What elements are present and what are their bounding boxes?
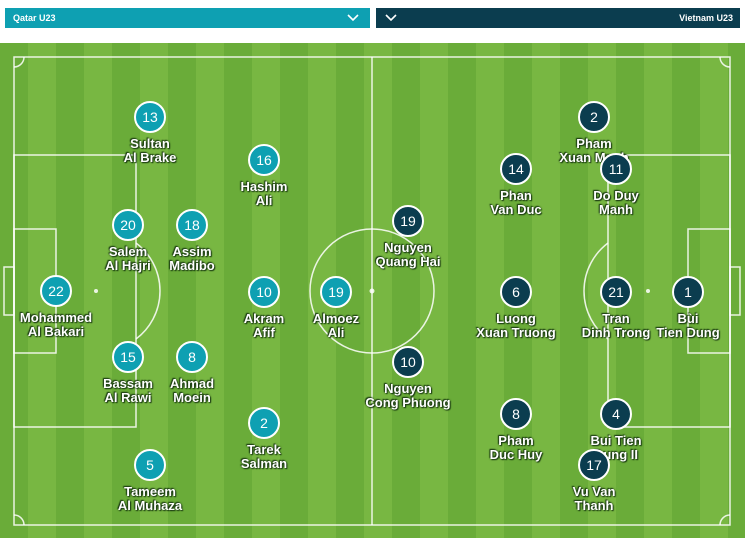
player-name: Mohammed Al Bakari	[19, 310, 93, 339]
player-number-badge: 20	[112, 209, 144, 241]
away-player[interactable]: 10 Nguyen Cong Phuong	[328, 346, 488, 410]
football-pitch: 13 Sultan Al Brake 16 Hashim Ali 20 Salem A…	[0, 43, 745, 538]
player-name: Ahmad Moein	[169, 376, 215, 405]
home-team-select[interactable]: Qatar U23	[5, 8, 370, 28]
player-number-badge: 18	[176, 209, 208, 241]
player-number-badge: 2	[578, 101, 610, 133]
player-name: Hashim Ali	[240, 179, 288, 208]
away-player[interactable]: 14 Phan Van Duc	[436, 153, 596, 217]
home-player[interactable]: 15 Bassam Al Rawi	[48, 341, 208, 405]
player-number-badge: 22	[40, 275, 72, 307]
player-number-badge: 8	[176, 341, 208, 373]
player-name: Sultan Al Brake	[123, 136, 177, 165]
player-number-badge: 5	[134, 449, 166, 481]
player-number-badge: 11	[600, 153, 632, 185]
player-number-badge: 1	[672, 276, 704, 308]
player-name: Nguyen Cong Phuong	[365, 381, 451, 410]
away-player[interactable]: 4 Bui Tien Dung II	[536, 398, 696, 462]
player-number-badge: 19	[392, 205, 424, 237]
home-player[interactable]: 5 Tameem Al Muhaza	[70, 449, 230, 513]
away-player[interactable]: 2 Pham Xuan Manh	[514, 101, 674, 165]
player-name: Nguyen Quang Hai	[375, 240, 441, 269]
home-player[interactable]: 2 Tarek Salman	[184, 407, 344, 471]
away-player[interactable]: 1 Bùi Tien Dung	[608, 276, 745, 340]
home-team-label: Qatar U23	[13, 13, 56, 23]
away-player[interactable]: 17 Vu Van Thanh	[514, 449, 674, 513]
away-player[interactable]: 11 Do Duy Manh	[536, 153, 696, 217]
player-name: Tran Dinh Trong	[581, 311, 651, 340]
player-name: Bassam Al Rawi	[103, 376, 153, 405]
player-name: Akram Afif	[243, 311, 285, 340]
player-number-badge: 10	[248, 276, 280, 308]
player-name: Vu Van Thanh	[572, 484, 616, 513]
player-number-badge: 10	[392, 346, 424, 378]
player-number-badge: 19	[320, 276, 352, 308]
chevron-down-icon	[385, 14, 397, 22]
home-player[interactable]: 13 Sultan Al Brake	[70, 101, 230, 165]
home-player[interactable]: 10 Akram Afif	[184, 276, 344, 340]
away-player[interactable]: 8 Pham Duc Huy	[436, 398, 596, 462]
home-player[interactable]: 19 Almoez Ali	[256, 276, 416, 340]
player-name: Assim Madibo	[169, 244, 215, 273]
home-player[interactable]: 22 Mohammed Al Bakari	[0, 275, 136, 339]
away-team-select[interactable]: Vietnam U23	[376, 8, 740, 28]
home-player[interactable]: 20 Salem Al Hajri	[48, 209, 208, 273]
player-name: Do Duy Manh	[593, 188, 639, 217]
away-player[interactable]: 6 Luong Xuan Truong	[436, 276, 596, 340]
player-name: Salem Al Hajri	[105, 244, 151, 273]
player-name: Phan Van Duc	[490, 188, 542, 217]
player-number-badge: 8	[500, 398, 532, 430]
player-number-badge: 14	[500, 153, 532, 185]
chevron-down-icon	[347, 14, 359, 22]
player-name: Tarek Salman	[240, 442, 288, 471]
away-player[interactable]: 19 Nguyen Quang Hai	[328, 205, 488, 269]
player-number-badge: 4	[600, 398, 632, 430]
player-name: Pham Duc Huy	[489, 433, 543, 462]
player-number-badge: 15	[112, 341, 144, 373]
player-name: Almoez Ali	[312, 311, 360, 340]
home-player[interactable]: 16 Hashim Ali	[184, 144, 344, 208]
home-player[interactable]: 8 Ahmad Moein	[112, 341, 272, 405]
player-number-badge: 2	[248, 407, 280, 439]
home-player[interactable]: 18 Assim Madibo	[112, 209, 272, 273]
player-number-badge: 13	[134, 101, 166, 133]
player-name: Tameem Al Muhaza	[117, 484, 183, 513]
away-player[interactable]: 21 Tran Dinh Trong	[536, 276, 696, 340]
away-team-label: Vietnam U23	[679, 13, 733, 23]
player-number-badge: 6	[500, 276, 532, 308]
player-name: Luong Xuan Truong	[476, 311, 556, 340]
player-number-badge: 17	[578, 449, 610, 481]
player-name: Bùi Tien Dung	[656, 311, 720, 340]
player-number-badge: 16	[248, 144, 280, 176]
player-number-badge: 21	[600, 276, 632, 308]
